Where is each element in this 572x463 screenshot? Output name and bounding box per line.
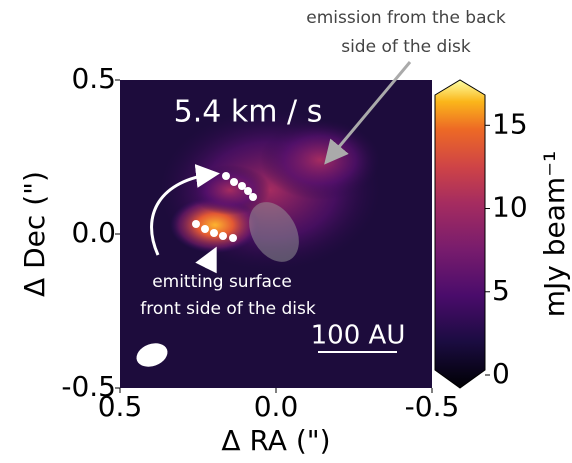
annotation: emission from the back bbox=[306, 8, 506, 28]
y-tick-label: 0.5 bbox=[71, 62, 116, 95]
chart: 5.4 km / s emission from the back side o… bbox=[0, 0, 572, 459]
colorbar-tick-label: 0 bbox=[492, 357, 510, 390]
title: 5.4 km / s bbox=[174, 95, 323, 130]
colorbar bbox=[435, 80, 485, 388]
y-tick-label: 0.0 bbox=[71, 216, 116, 249]
colorbar-tick-label: 10 bbox=[492, 191, 528, 224]
y-axis-label: Δ Dec (") bbox=[18, 171, 51, 297]
x-tick-label: -0.5 bbox=[405, 390, 460, 423]
annotation: emitting surface bbox=[152, 272, 292, 292]
colorbar-tick-label: 15 bbox=[492, 107, 528, 140]
colorbar-label: mJy beam⁻¹ bbox=[538, 151, 571, 317]
x-axis-label: Δ RA (") bbox=[221, 424, 330, 457]
annotation: front side of the disk bbox=[140, 299, 316, 319]
y-tick-label: -0.5 bbox=[61, 370, 116, 403]
scale-label: 100 AU bbox=[311, 321, 406, 351]
x-tick-label: 0.0 bbox=[254, 390, 299, 423]
annotation: side of the disk bbox=[341, 37, 471, 57]
colorbar-tick-label: 5 bbox=[492, 274, 510, 307]
